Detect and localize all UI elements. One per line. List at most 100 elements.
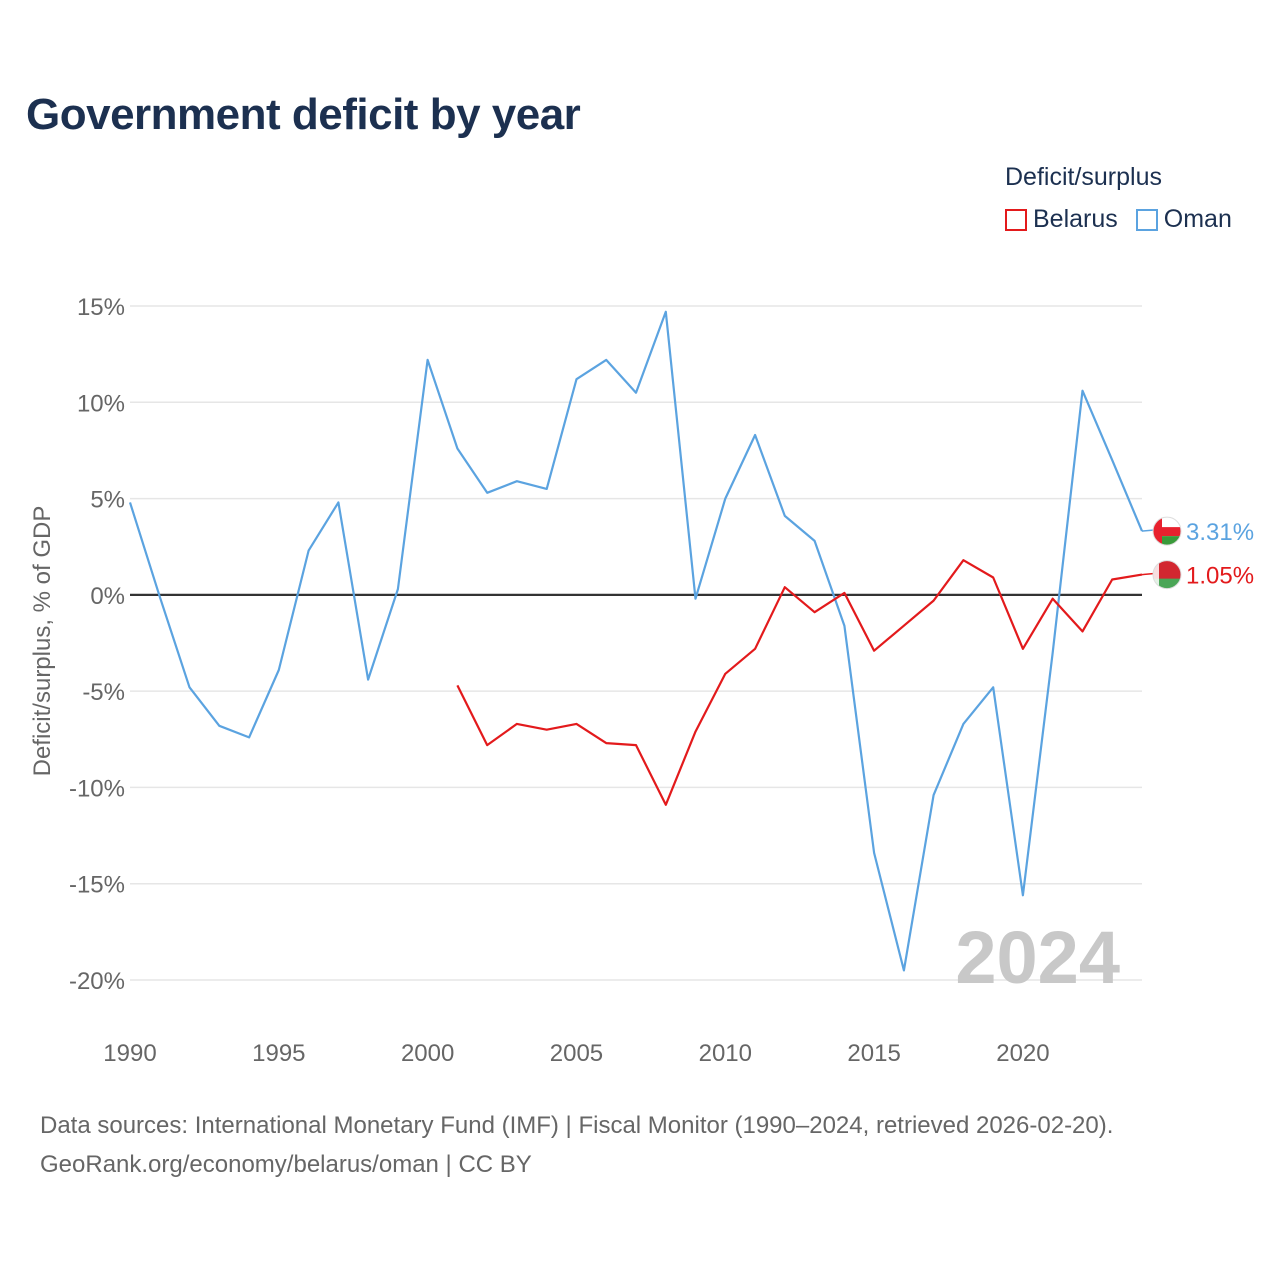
data-point-belarus xyxy=(931,598,937,604)
data-point-oman xyxy=(454,446,460,452)
data-point-oman xyxy=(127,499,133,505)
data-point-belarus xyxy=(544,727,550,733)
end-value-label-belarus: 1.05% xyxy=(1186,563,1254,590)
series-line-belarus xyxy=(456,559,1143,806)
data-point-oman xyxy=(306,548,312,554)
flag-belarus-icon xyxy=(1153,560,1181,589)
x-tick-label: 1990 xyxy=(103,1040,156,1067)
flag-hoist-red xyxy=(1153,517,1162,546)
data-point-oman xyxy=(425,357,431,363)
data-point-belarus xyxy=(752,646,758,652)
data-point-oman xyxy=(395,586,401,592)
data-point-belarus xyxy=(812,609,818,615)
data-point-belarus xyxy=(722,671,728,677)
data-point-belarus xyxy=(454,682,460,688)
y-tick-label: 5% xyxy=(90,487,125,514)
x-tick-label: 1995 xyxy=(252,1040,305,1067)
data-point-oman xyxy=(871,850,877,856)
data-point-belarus xyxy=(573,721,579,727)
data-point-belarus xyxy=(841,590,847,596)
flag-ornament xyxy=(1153,560,1159,589)
flag-band-green xyxy=(1153,578,1181,589)
legend-item-oman[interactable]: Oman xyxy=(1135,205,1232,234)
legend-label-belarus: Belarus xyxy=(1033,205,1118,233)
data-point-oman xyxy=(514,478,520,484)
x-tick-label: 2020 xyxy=(996,1040,1049,1067)
data-point-oman xyxy=(901,967,907,973)
legend-item-belarus[interactable]: Belarus xyxy=(1005,205,1118,234)
data-point-belarus xyxy=(1109,576,1115,582)
flag-border-oman xyxy=(1152,516,1182,546)
data-point-oman xyxy=(603,357,609,363)
data-point-belarus xyxy=(603,740,609,746)
x-tick-label: 2000 xyxy=(401,1040,454,1067)
data-point-oman xyxy=(693,596,699,602)
x-tick-label: 2005 xyxy=(550,1040,603,1067)
data-point-oman xyxy=(1020,892,1026,898)
data-point-belarus xyxy=(782,584,788,590)
footer-link: GeoRank.org/economy/belarus/oman | CC BY xyxy=(40,1151,532,1178)
series-line-oman xyxy=(128,310,1144,972)
y-axis-ticks: 15% 10% 5% 0% -5% -10% -15% -20% xyxy=(69,294,125,995)
chart-title: Government deficit by year xyxy=(26,90,581,139)
legend-swatch-oman xyxy=(1135,208,1158,231)
flag-band-red xyxy=(1153,527,1181,537)
end-connector-belarus xyxy=(1141,572,1154,576)
series-lines xyxy=(127,309,1144,973)
data-point-belarus xyxy=(871,648,877,654)
y-tick-label: -15% xyxy=(69,872,125,899)
data-point-oman xyxy=(484,490,490,496)
flag-oman-icon xyxy=(1153,517,1181,546)
data-point-belarus xyxy=(1079,628,1085,634)
y-tick-label: 15% xyxy=(77,294,125,321)
data-point-oman xyxy=(1109,457,1115,463)
data-point-oman xyxy=(663,309,669,315)
end-markers: 3.31% 1.05% xyxy=(1141,516,1254,590)
data-point-belarus xyxy=(514,721,520,727)
data-point-oman xyxy=(187,684,193,690)
data-point-oman xyxy=(841,623,847,629)
y-tick-label: -5% xyxy=(82,679,125,706)
y-tick-label: -20% xyxy=(69,968,125,995)
data-point-oman xyxy=(812,538,818,544)
end-connector-oman xyxy=(1141,529,1154,532)
x-tick-label: 2010 xyxy=(699,1040,752,1067)
data-point-oman xyxy=(335,499,341,505)
data-point-belarus xyxy=(1020,646,1026,652)
y-tick-label: 10% xyxy=(77,390,125,417)
data-point-oman xyxy=(216,723,222,729)
footer-sources: Data sources: International Monetary Fun… xyxy=(40,1112,1114,1139)
footer: Data sources: International Monetary Fun… xyxy=(40,1106,1113,1184)
data-point-oman xyxy=(276,667,282,673)
data-point-oman xyxy=(990,684,996,690)
flag-band-green xyxy=(1153,536,1181,546)
data-point-oman xyxy=(752,432,758,438)
data-point-oman xyxy=(633,390,639,396)
data-point-oman xyxy=(246,734,252,740)
x-axis-ticks: 1990 1995 2000 2005 2010 2015 2020 xyxy=(103,1040,1049,1067)
data-point-belarus xyxy=(693,729,699,735)
data-point-oman xyxy=(960,721,966,727)
y-tick-label: -10% xyxy=(69,775,125,802)
data-point-oman xyxy=(365,677,371,683)
y-tick-label: 0% xyxy=(90,583,125,610)
data-point-oman xyxy=(782,513,788,519)
data-point-belarus xyxy=(1050,596,1056,602)
data-point-oman xyxy=(931,792,937,798)
line-chart: 2024 15% 10% 5% 0% -5% -10% -15% -20% 1990 1995 2… xyxy=(29,294,1254,1067)
data-point-oman xyxy=(722,496,728,502)
data-point-oman xyxy=(1079,388,1085,394)
data-point-belarus xyxy=(960,557,966,563)
data-point-belarus xyxy=(901,623,907,629)
data-point-oman xyxy=(573,376,579,382)
data-point-belarus xyxy=(484,742,490,748)
gridlines xyxy=(130,305,1142,981)
data-point-belarus xyxy=(633,742,639,748)
data-point-oman xyxy=(1050,650,1056,656)
flag-border-belarus xyxy=(1152,560,1182,590)
legend-swatch-belarus xyxy=(1005,208,1027,231)
data-point-oman xyxy=(157,594,163,600)
data-point-belarus xyxy=(663,802,669,808)
legend-title: Deficit/surplus xyxy=(1005,163,1162,191)
year-watermark: 2024 xyxy=(955,916,1120,999)
